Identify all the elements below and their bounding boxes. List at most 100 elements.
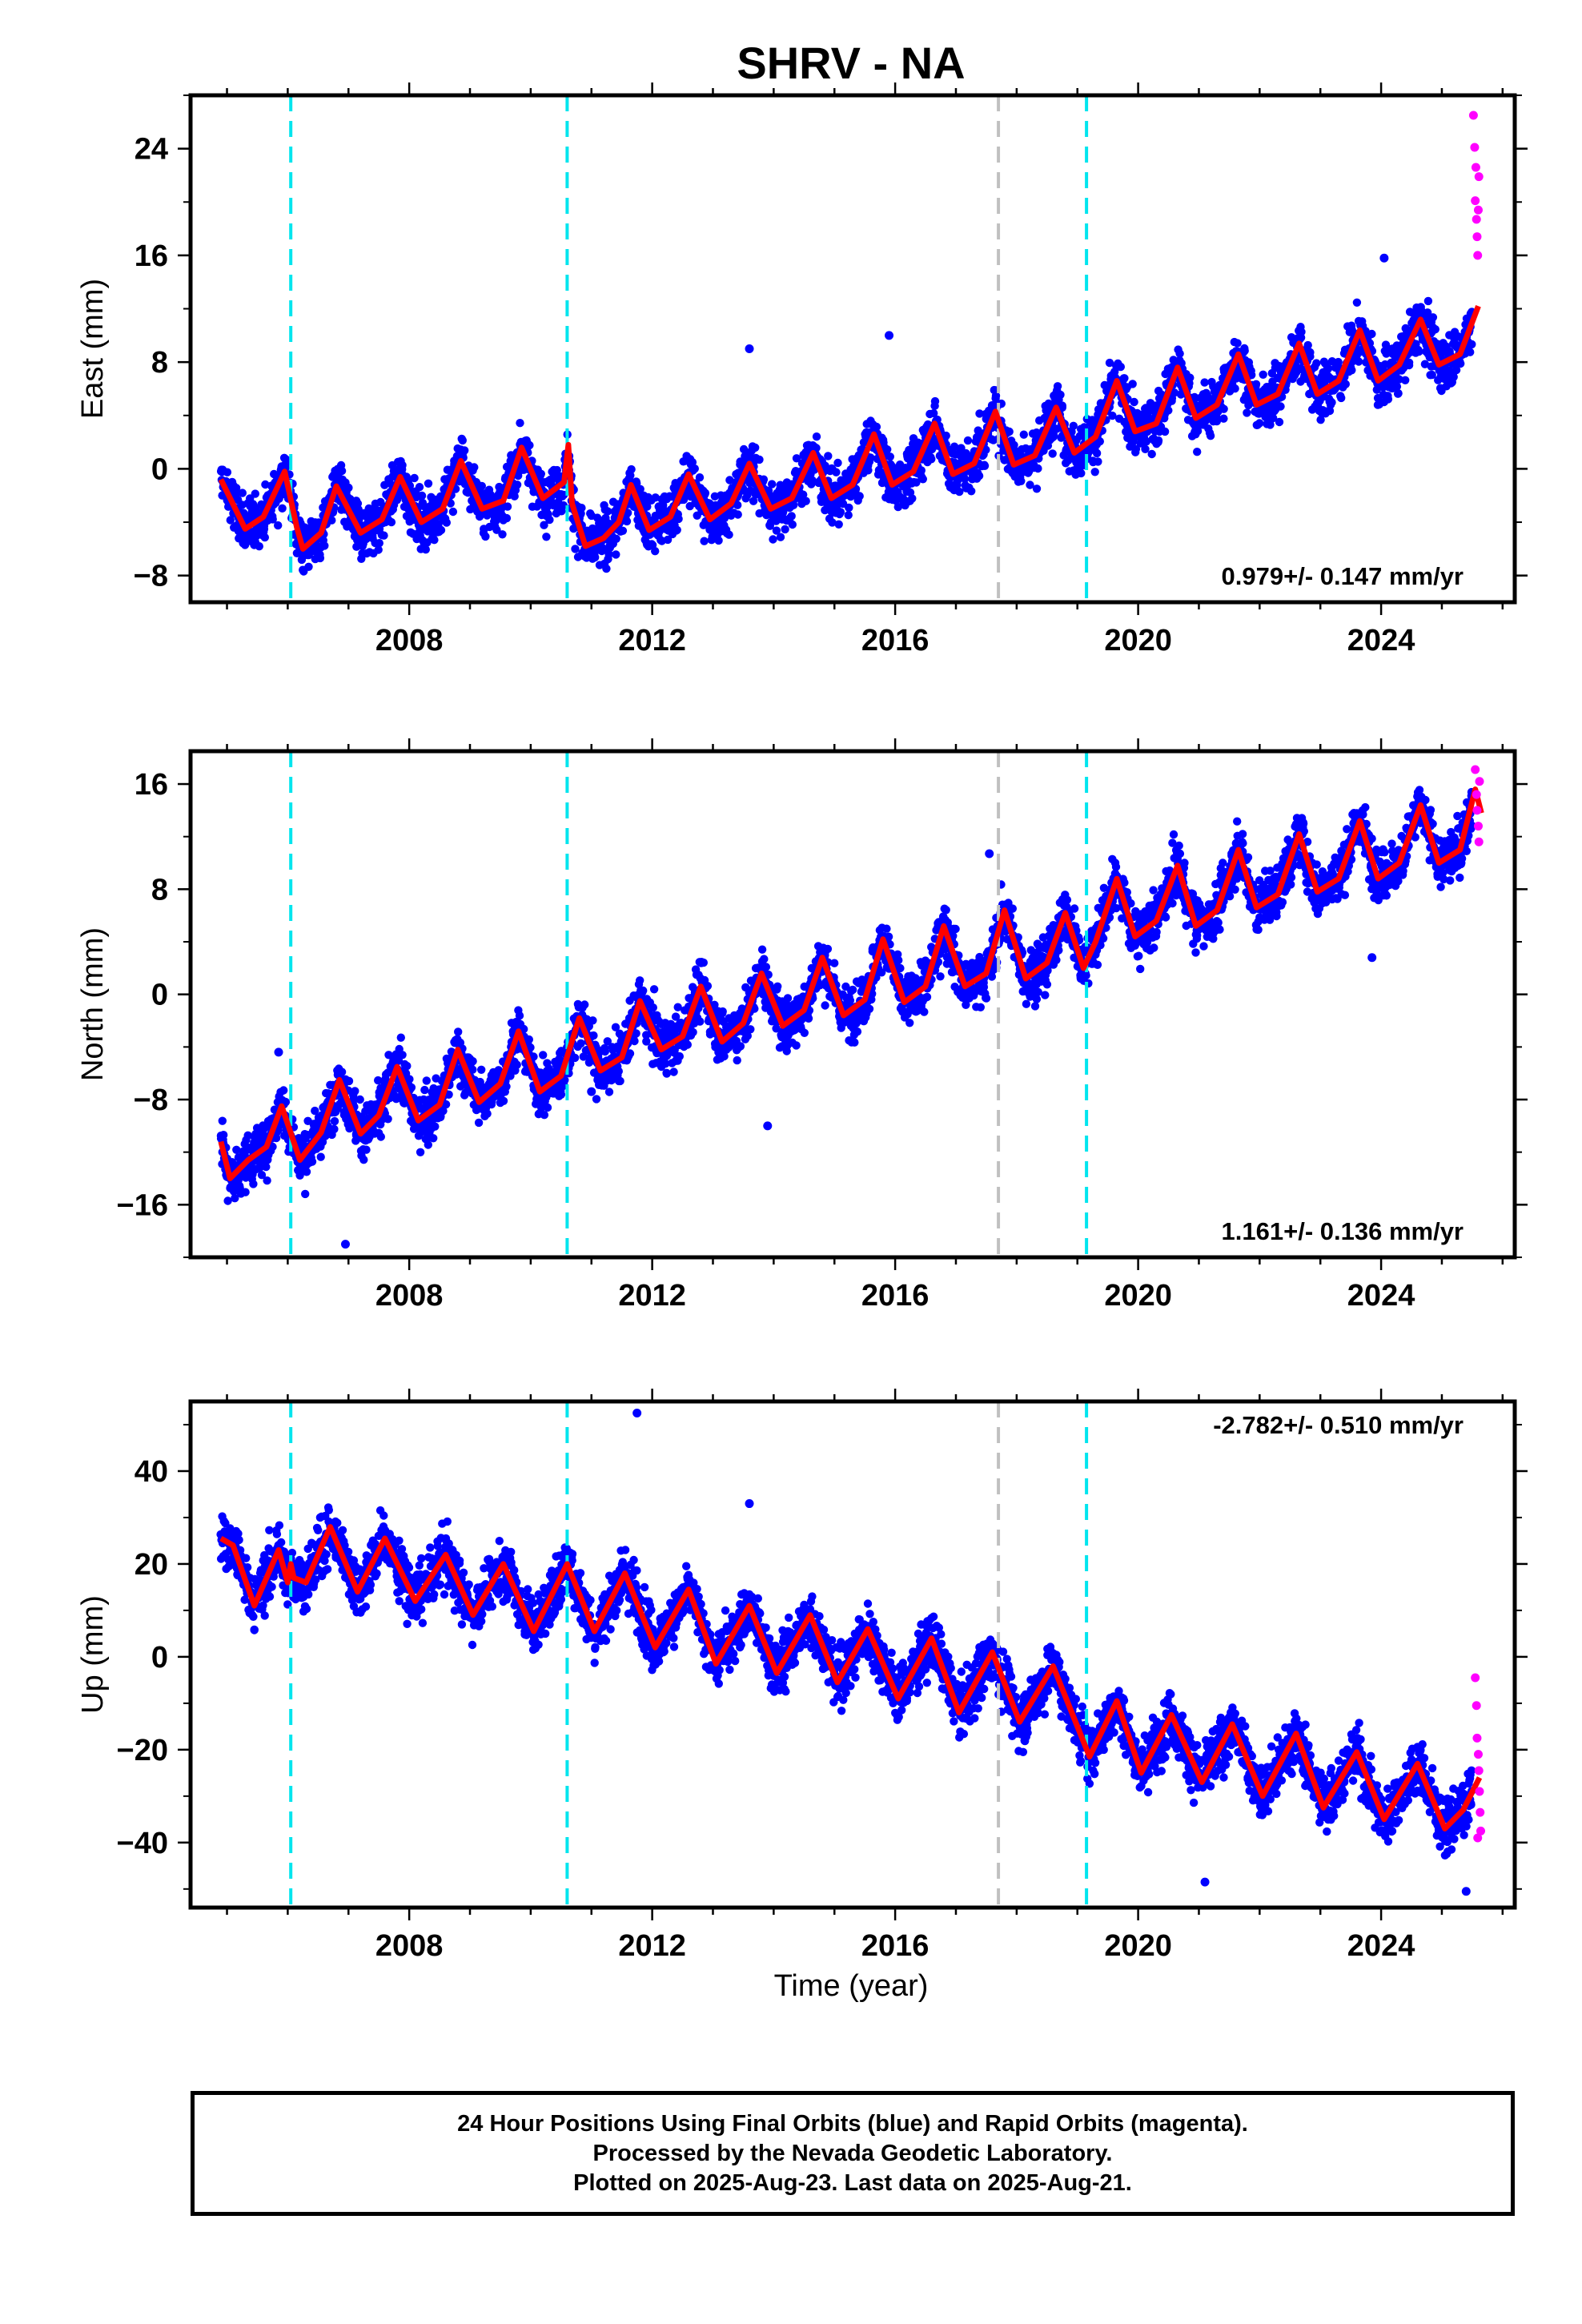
final-point — [769, 535, 777, 544]
final-point — [571, 545, 580, 553]
plot-area — [216, 95, 1484, 602]
final-point — [845, 503, 853, 513]
final-point — [636, 976, 644, 985]
y-tick-label: 16 — [135, 239, 168, 273]
final-point — [1275, 417, 1284, 427]
final-point — [592, 1095, 601, 1104]
final-point — [833, 458, 842, 468]
final-point — [1219, 404, 1228, 413]
final-point — [448, 507, 458, 517]
final-point — [844, 511, 853, 520]
final-point — [543, 1103, 552, 1112]
final-point — [405, 1075, 414, 1084]
final-point — [387, 517, 396, 527]
final-point — [663, 535, 673, 545]
final-point — [930, 408, 938, 418]
final-point — [1120, 374, 1129, 383]
final-point — [604, 1088, 614, 1096]
x-tick-label: 2024 — [1347, 624, 1415, 657]
final-point — [1026, 480, 1034, 489]
final-point — [832, 468, 841, 476]
final-point — [577, 504, 586, 513]
final-point — [759, 475, 769, 484]
final-point — [602, 564, 611, 573]
final-point — [942, 431, 950, 440]
final-point — [474, 1118, 484, 1128]
final-point — [330, 1124, 339, 1134]
final-point — [1306, 348, 1315, 357]
final-point — [667, 492, 676, 501]
final-point — [241, 1188, 250, 1196]
final-point — [219, 1131, 228, 1140]
final-point — [630, 1036, 639, 1046]
rapid-point — [1473, 251, 1483, 260]
final-point — [1130, 397, 1138, 407]
final-point — [781, 525, 789, 534]
final-point — [974, 472, 984, 480]
final-point — [362, 1145, 371, 1154]
final-point — [1337, 393, 1346, 403]
final-point — [1269, 413, 1278, 423]
final-point — [695, 473, 705, 482]
final-point — [1142, 437, 1151, 446]
final-point — [1090, 468, 1099, 476]
final-point — [545, 515, 554, 525]
rapid-point — [1474, 172, 1484, 182]
outlier-point — [745, 344, 754, 353]
final-point — [559, 501, 568, 510]
final-point — [1164, 406, 1173, 415]
final-point — [772, 526, 781, 535]
final-point — [700, 537, 709, 545]
final-point — [430, 536, 439, 545]
final-point — [1017, 476, 1026, 485]
final-point — [354, 505, 363, 514]
final-point — [960, 474, 970, 484]
final-point — [417, 491, 427, 501]
final-point — [320, 541, 329, 550]
final-point — [255, 542, 263, 551]
final-point — [556, 1090, 566, 1100]
final-point — [442, 518, 451, 527]
final-point — [226, 516, 235, 525]
final-point — [481, 532, 490, 541]
final-point — [238, 489, 247, 497]
final-point — [1058, 403, 1067, 412]
rate-label: 0.979+/- 0.147 mm/yr — [1222, 562, 1464, 590]
final-point — [1312, 359, 1321, 368]
final-point — [344, 1076, 354, 1086]
final-point — [1303, 340, 1312, 350]
final-point — [1154, 436, 1163, 445]
final-point — [1105, 358, 1114, 368]
final-point — [282, 455, 291, 464]
final-point — [1069, 421, 1078, 430]
rapid-point — [1471, 196, 1480, 206]
final-point — [883, 445, 892, 454]
final-point — [651, 493, 660, 502]
final-point — [749, 497, 758, 505]
final-point — [263, 1176, 271, 1185]
final-point — [927, 455, 936, 464]
final-point — [355, 1095, 364, 1104]
final-point — [930, 396, 940, 406]
final-point — [799, 490, 808, 499]
final-point — [649, 985, 659, 994]
final-point — [383, 1115, 392, 1124]
final-point — [967, 487, 976, 496]
rapid-orbit-points — [1468, 111, 1484, 260]
final-point — [525, 440, 534, 450]
final-point — [316, 1152, 325, 1161]
final-point — [627, 464, 636, 474]
final-point — [1048, 449, 1057, 458]
final-point — [1352, 298, 1362, 307]
x-tick-label: 2008 — [375, 624, 444, 657]
final-point — [588, 1016, 597, 1025]
final-point — [1297, 328, 1306, 336]
final-point — [422, 1076, 431, 1085]
final-point — [315, 553, 325, 563]
final-point — [1468, 340, 1476, 349]
rapid-point — [1470, 143, 1480, 152]
final-point — [955, 487, 964, 497]
final-point — [1354, 357, 1363, 366]
outlier-point — [885, 331, 894, 340]
